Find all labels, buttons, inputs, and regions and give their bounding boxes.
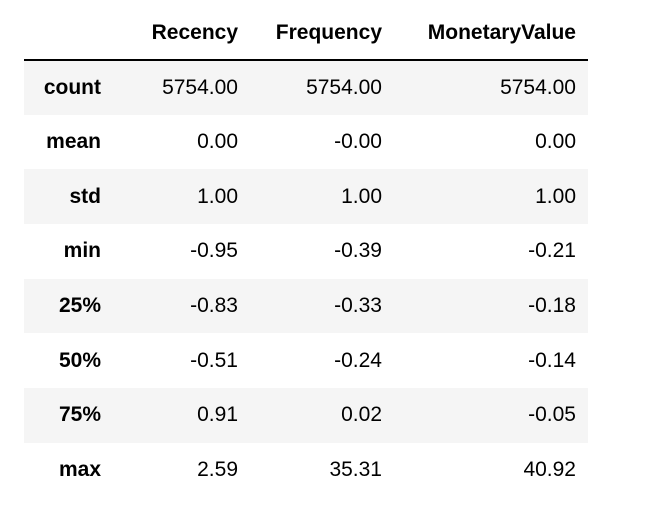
describe-table-container: Recency Frequency MonetaryValue count 57… [24,6,588,498]
cell-recency: 5754.00 [162,75,238,99]
row-label: max [58,458,101,482]
table-header: Recency Frequency MonetaryValue [24,6,588,61]
cell-frequency: 0.02 [341,403,382,427]
cell-recency: 2.59 [197,458,238,482]
cell-frequency: -0.33 [334,294,382,318]
cell-recency: 1.00 [197,184,238,208]
column-header-frequency: Frequency [250,6,394,61]
cell-frequency: -0.00 [334,130,382,154]
row-label: min [63,239,101,263]
cell-frequency: -0.39 [334,239,382,263]
table-row-count: count 5754.00 5754.00 5754.00 [24,60,588,115]
header-corner-cell [24,6,113,61]
cell-frequency: 1.00 [341,184,382,208]
row-label: 50% [58,348,101,372]
column-header-monetaryvalue: MonetaryValue [394,6,588,61]
cell-recency: -0.95 [190,239,238,263]
table-row-25pct: 25% -0.83 -0.33 -0.18 [24,278,588,334]
cell-recency: -0.51 [190,348,238,372]
cell-monetaryvalue: 5754.00 [500,75,576,99]
cell-monetaryvalue: 40.92 [523,458,576,482]
row-label: std [69,184,102,208]
cell-monetaryvalue: -0.14 [528,348,576,372]
table-row-max: max 2.59 35.31 40.92 [24,443,588,498]
row-label: mean [46,130,101,154]
cell-monetaryvalue: -0.05 [528,403,576,427]
table-row-std: std 1.00 1.00 1.00 [24,169,588,225]
cell-monetaryvalue: -0.18 [528,294,576,318]
table-row-50pct: 50% -0.51 -0.24 -0.14 [24,333,588,388]
cell-frequency: 35.31 [329,458,382,482]
cell-recency: 0.00 [197,130,238,154]
cell-recency: -0.83 [190,294,238,318]
row-label: 25% [58,294,101,318]
table-row-75pct: 75% 0.91 0.02 -0.05 [24,388,588,443]
table-body: count 5754.00 5754.00 5754.00 mean 0.00 … [24,60,588,498]
cell-monetaryvalue: -0.21 [528,239,576,263]
row-label: count [43,75,101,99]
column-header-recency: Recency [113,6,250,61]
cell-monetaryvalue: 1.00 [535,184,576,208]
describe-table: Recency Frequency MonetaryValue count 57… [24,6,588,498]
row-label: 75% [58,403,101,427]
cell-recency: 0.91 [197,403,238,427]
header-row: Recency Frequency MonetaryValue [24,6,588,61]
table-row-min: min -0.95 -0.39 -0.21 [24,224,588,279]
cell-frequency: 5754.00 [306,75,382,99]
cell-monetaryvalue: 0.00 [535,130,576,154]
table-row-mean: mean 0.00 -0.00 0.00 [24,115,588,170]
cell-frequency: -0.24 [334,348,382,372]
